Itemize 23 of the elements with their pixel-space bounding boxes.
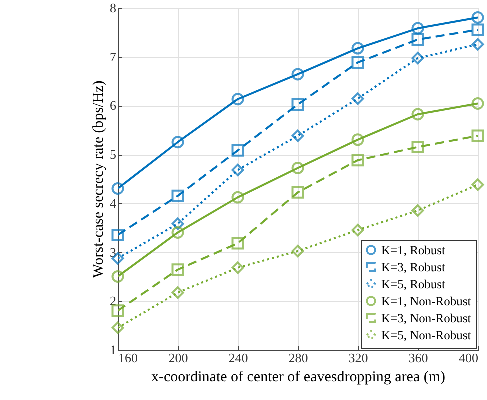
- x-tick-label: 280: [288, 350, 308, 366]
- y-tick-label: 5: [110, 147, 116, 162]
- y-axis-title: Worst-case secrecy rate (bps/Hz): [91, 80, 107, 278]
- x-tick-label: 200: [168, 350, 188, 366]
- legend-label: K=3, Robust: [382, 260, 446, 274]
- y-tick-label: 4: [110, 196, 117, 211]
- x-tick-label: 240: [228, 350, 248, 366]
- x-tick-label: 160: [118, 350, 138, 366]
- x-tick-label: 360: [408, 350, 428, 366]
- legend-label: K=5, Robust: [382, 277, 446, 292]
- legend-label: K=1, Non-Robust: [382, 294, 472, 308]
- legend-label: K=1, Robust: [382, 243, 446, 258]
- y-tick-label: 6: [110, 98, 117, 114]
- legend-label: K=5, Non-Robust: [382, 328, 472, 342]
- y-tick-label: 8: [110, 0, 116, 16]
- y-tick-label: 3: [110, 244, 116, 260]
- y-tick-label: 2: [110, 294, 116, 309]
- legend-label: K=3, Non-Robust: [382, 311, 472, 326]
- y-tick-label: 7: [110, 49, 117, 64]
- x-tick-label: 320: [348, 350, 368, 366]
- y-tick-label: 1: [110, 342, 116, 358]
- x-axis-title: x-coordinate of center of eavesdropping area (m): [151, 370, 446, 386]
- x-tick-label: 400: [459, 350, 478, 366]
